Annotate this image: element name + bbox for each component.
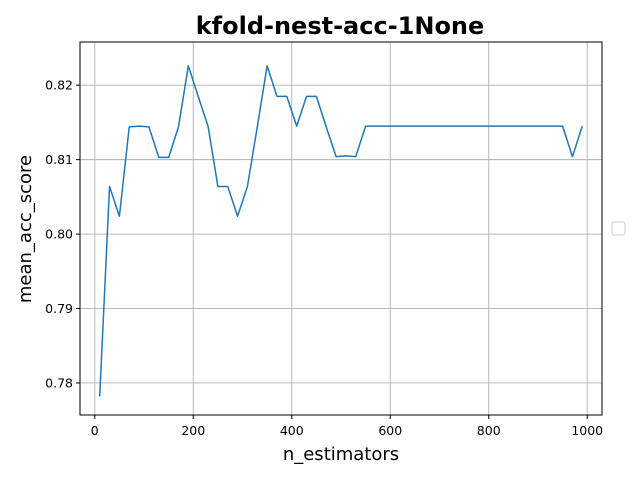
- data-layer: [98, 65, 584, 397]
- series-line: [98, 65, 584, 397]
- legend-box: [611, 221, 626, 236]
- y-tick-label: 0.79: [45, 301, 73, 316]
- y-tick-label: 0.80: [45, 227, 73, 242]
- x-tick-label: 0: [91, 423, 99, 438]
- grid-layer: [80, 42, 602, 415]
- x-tick-label: 800: [477, 423, 501, 438]
- x-axis-label: n_estimators: [283, 444, 399, 465]
- x-tick-label: 600: [378, 423, 402, 438]
- x-tick-label: 1000: [571, 423, 603, 438]
- plot-frame: [79, 41, 603, 416]
- x-tick-label: 200: [181, 423, 205, 438]
- x-tick-label: 400: [280, 423, 304, 438]
- chart-title: kfold-nest-acc-1None: [196, 12, 485, 40]
- y-axis-label: mean_acc_score: [15, 155, 36, 303]
- y-tick-label: 0.81: [45, 152, 73, 167]
- y-tick-label: 0.82: [45, 78, 73, 93]
- tick-layer: 0 200 400 600 800 1000 0.78 0.79 0.80 0.81 0.82: [45, 78, 603, 438]
- y-tick-label: 0.78: [45, 375, 73, 390]
